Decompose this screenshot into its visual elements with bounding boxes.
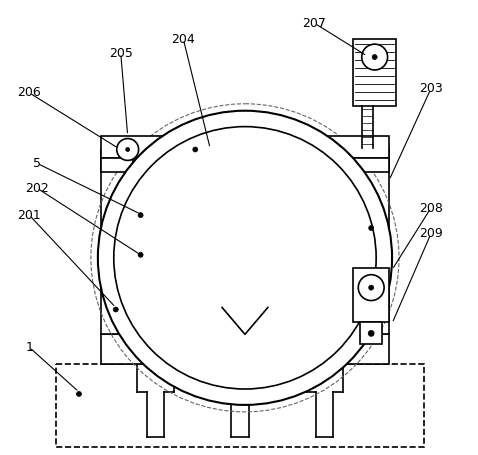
Bar xyxy=(353,39,396,106)
Bar xyxy=(353,148,389,334)
Text: 209: 209 xyxy=(419,228,443,240)
Bar xyxy=(360,323,382,344)
Circle shape xyxy=(369,226,374,231)
Bar xyxy=(101,334,389,364)
Text: 1: 1 xyxy=(25,341,33,354)
Text: 202: 202 xyxy=(25,182,49,195)
Text: 205: 205 xyxy=(109,46,133,60)
Text: 208: 208 xyxy=(419,202,443,215)
Circle shape xyxy=(369,285,374,290)
Bar xyxy=(101,260,142,334)
Circle shape xyxy=(117,138,139,161)
Circle shape xyxy=(98,111,392,405)
Text: 203: 203 xyxy=(419,82,443,96)
Circle shape xyxy=(358,275,384,301)
Circle shape xyxy=(138,253,143,258)
Circle shape xyxy=(114,126,376,389)
Text: 207: 207 xyxy=(303,17,326,30)
Bar xyxy=(353,158,389,172)
Circle shape xyxy=(193,147,198,152)
Bar xyxy=(56,364,424,447)
Bar xyxy=(101,158,133,172)
Bar xyxy=(101,151,133,260)
Bar xyxy=(101,136,389,158)
Circle shape xyxy=(76,391,81,396)
Circle shape xyxy=(368,330,374,336)
Circle shape xyxy=(113,307,118,312)
Text: 201: 201 xyxy=(17,208,41,222)
Text: 204: 204 xyxy=(172,33,195,46)
Text: 206: 206 xyxy=(17,86,41,99)
Circle shape xyxy=(362,44,388,70)
Text: 5: 5 xyxy=(33,157,41,170)
Bar xyxy=(353,268,389,323)
Circle shape xyxy=(138,212,143,217)
Circle shape xyxy=(372,55,377,60)
Circle shape xyxy=(126,147,130,152)
